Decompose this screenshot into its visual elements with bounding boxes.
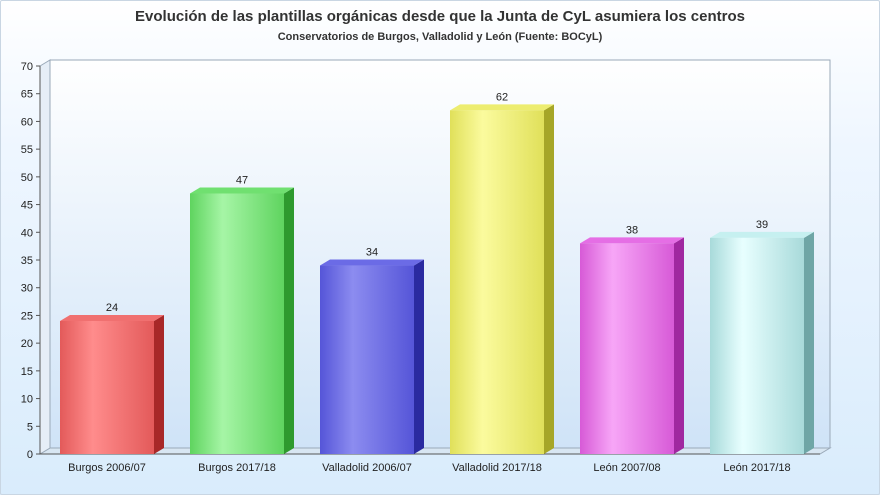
x-tick-label: Valladolid 2006/07 <box>322 462 412 474</box>
bar <box>320 259 424 454</box>
data-label: 39 <box>756 219 768 231</box>
x-tick-label: Valladolid 2017/18 <box>452 462 542 474</box>
bar-top <box>710 231 814 238</box>
y-tick-label: 30 <box>21 283 33 295</box>
y-tick-label: 35 <box>21 255 33 267</box>
y-axis: 0 5 10 15 20 25 30 35 40 45 50 55 60 65 70 <box>21 61 820 461</box>
chart-title: Evolución de las plantillas orgánicas de… <box>135 8 745 25</box>
data-label: 34 <box>366 247 378 259</box>
y-tick-label: 5 <box>27 421 33 433</box>
y-tick-label: 70 <box>21 61 33 73</box>
bar-front <box>190 193 284 454</box>
y-tick-label: 50 <box>21 172 33 184</box>
x-tick-label: Burgos 2017/18 <box>198 462 276 474</box>
y-tick-label: 40 <box>21 227 33 239</box>
data-label: 47 <box>236 174 248 186</box>
bar-top <box>450 104 554 111</box>
plot-area <box>38 59 832 455</box>
back-wall <box>49 59 831 449</box>
bar-top <box>60 314 164 321</box>
x-tick-label: León 2007/08 <box>593 462 660 474</box>
bar-front <box>450 110 544 454</box>
y-tick-label: 15 <box>21 366 33 378</box>
x-tick-label: León 2017/18 <box>723 462 790 474</box>
bar <box>710 231 814 454</box>
y-tick-label: 10 <box>21 394 33 406</box>
bar-side <box>284 187 294 454</box>
bar <box>190 187 294 454</box>
y-tick-label: 60 <box>21 116 33 128</box>
bar-side <box>544 104 554 454</box>
bars: 24 47 34 62 38 39 <box>60 91 814 454</box>
bar-top <box>190 187 294 194</box>
bar-side <box>414 259 424 454</box>
chart-subtitle: Conservatorios de Burgos, Valladolid y L… <box>277 31 603 43</box>
bar-front <box>60 320 154 454</box>
y-tick-label: 45 <box>21 200 33 212</box>
y-tick-label: 65 <box>21 89 33 101</box>
bar-side <box>154 314 164 454</box>
bar <box>60 314 164 454</box>
x-tick-label: Burgos 2006/07 <box>68 462 146 474</box>
data-label: 38 <box>626 224 638 236</box>
bar <box>450 104 554 454</box>
bar-top <box>580 237 684 244</box>
bar-top <box>320 259 424 266</box>
bar-front <box>710 237 804 454</box>
y-tick-label: 20 <box>21 338 33 350</box>
data-label: 24 <box>106 302 118 314</box>
bar <box>580 237 684 454</box>
data-label: 62 <box>496 91 508 103</box>
y-tick-label: 25 <box>21 310 33 322</box>
y-tick-label: 0 <box>27 449 33 461</box>
x-axis: Burgos 2006/07 Burgos 2017/18 Valladolid 2… <box>68 462 790 474</box>
bar-front <box>580 243 674 454</box>
bar-side <box>804 231 814 454</box>
bar-side <box>674 237 684 454</box>
y-tick-label: 55 <box>21 144 33 156</box>
side-wall <box>39 59 51 455</box>
bar-front <box>320 265 414 454</box>
